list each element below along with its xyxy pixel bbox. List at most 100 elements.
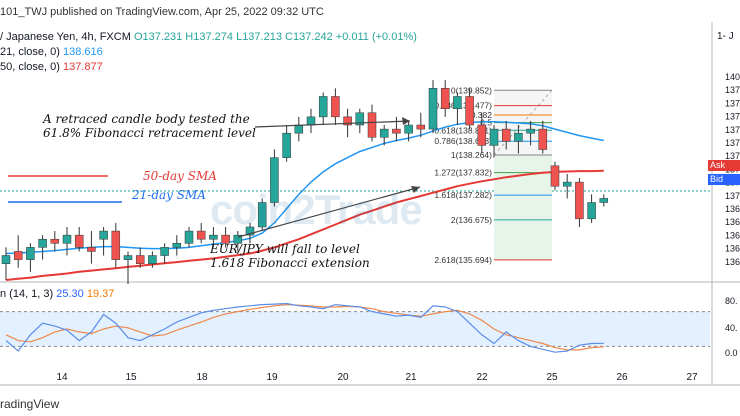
fib-level-label: 0.236(139.477) [434, 101, 492, 111]
sma50-legend: 50, close, 0) 137.877 [0, 61, 103, 73]
price-tick-label: 136 [725, 230, 740, 240]
fall-arrow-head [411, 186, 420, 193]
price-tick-label: 136 [725, 217, 740, 227]
candle-body [379, 128, 389, 138]
candle-body [343, 116, 352, 126]
fib-level-label: 1.618(137.282) [434, 190, 492, 200]
annotation-arrows [8, 117, 421, 238]
candle-body [135, 255, 145, 264]
fibonacci-tool: 0(139.852)0.236(139.477)0.3820.50.618(13… [434, 85, 553, 265]
candle-body [306, 116, 316, 126]
fall-arrow-line [237, 186, 421, 238]
time-tick-label: 26 [616, 372, 628, 383]
price-tick-label: 136 [725, 204, 740, 214]
candle-body [550, 165, 560, 187]
time-axis: 14 15 18 19 20 21 22 25 26 27 [56, 372, 698, 383]
symbol-name: / Japanese Yen, 4h, FXCM [0, 31, 131, 43]
fib-level-label: 0(139.852) [451, 85, 492, 95]
candle-body [50, 238, 60, 244]
fib-level-label: 1(138.264) [451, 150, 492, 160]
sma21-annotation: 21-day SMA [132, 188, 206, 202]
stoch-legend-label: n (14, 1, 3) [0, 288, 54, 300]
sma21-line [5, 121, 604, 255]
candle-body [13, 251, 23, 260]
time-tick-label: 25 [546, 372, 558, 383]
stoch-legend: n (14, 1, 3) 25.30 19.37 [0, 288, 114, 300]
axis-corner-label: 1- J [717, 31, 734, 42]
retrace-arrow-line [254, 120, 411, 128]
fib-level-label: 0.5 [480, 118, 492, 128]
candle-body [257, 202, 267, 228]
price-tick-label: 136 [725, 244, 740, 254]
candle-body [526, 128, 535, 134]
candle-body [74, 234, 84, 248]
time-tick-label: 15 [125, 372, 137, 383]
price-tick-label: 137 [725, 125, 740, 135]
fib-level-label: 2.618(135.694) [434, 255, 492, 265]
fall-line-2: 1.618 Fibonacci extension [210, 256, 370, 270]
time-tick-label: 22 [476, 372, 488, 383]
bid-tag: Bid [708, 174, 740, 185]
time-tick-label: 21 [405, 372, 417, 383]
candle-body [38, 238, 47, 248]
retrace-line-2: 61.8% Fibonacci retracement level [43, 126, 256, 140]
price-tick-label: 137 [725, 112, 740, 122]
candle-body [1, 255, 11, 264]
sma21-legend-label: 21, close, 0) [0, 46, 60, 58]
candle-body [160, 247, 169, 256]
price-tick-label: 137 [725, 151, 740, 161]
sma50-legend-label: 50, close, 0) [0, 61, 60, 73]
time-tick-label: 27 [686, 372, 698, 383]
candle-body [599, 198, 609, 203]
candle-body [538, 128, 548, 150]
fall-annotation: EUR/JPY will fall to level 1.618 Fibonac… [210, 242, 370, 270]
candle-body [428, 88, 438, 130]
retrace-annotation: A retraced candle body tested the 61.8% … [43, 112, 256, 140]
sma50-line [5, 169, 604, 281]
ohlc-values: O137.231 H137.274 L137.213 C137.242 +0.0… [133, 31, 417, 43]
fib-level-label: 1.272(137.832) [434, 168, 492, 178]
sma50-annotation: 50-day SMA [143, 169, 217, 183]
time-tick-label: 20 [337, 372, 349, 383]
symbol-title: / Japanese Yen, 4h, FXCM O137.231 H137.2… [0, 31, 417, 43]
candle-body [123, 255, 133, 260]
candle-body [172, 243, 182, 248]
fib-extension-zone [494, 155, 552, 260]
price-tick-label: 140 [725, 72, 740, 82]
candle-body [221, 234, 230, 244]
stoch-tick-label: 80. [725, 296, 738, 306]
candle-body [99, 230, 108, 240]
candle-body [404, 124, 413, 134]
candle-body [184, 230, 194, 244]
fall-line-1: EUR/JPY will fall to level [210, 242, 360, 256]
stochastic-panel [0, 302, 710, 353]
candle-body [233, 234, 243, 244]
candle-body [148, 255, 157, 264]
candle-body [392, 128, 401, 134]
fib-level-label: 0.786(138.603) [434, 136, 492, 146]
stoch-d-value: 19.37 [86, 288, 115, 300]
candle-body [318, 96, 328, 118]
fib-level-label: 2(136.675) [451, 215, 492, 225]
time-tick-label: 19 [266, 372, 278, 383]
candle-body [331, 96, 340, 118]
ask-tag: Ask [708, 160, 740, 171]
stoch-k-value: 25.30 [56, 288, 84, 300]
time-tick-label: 14 [56, 372, 68, 383]
sma50-legend-value: 137.877 [62, 61, 103, 73]
sma21-legend: 21, close, 0) 138.616 [0, 46, 103, 58]
candle-body [367, 112, 377, 138]
fib-level-label: 0.618(138.871) [434, 125, 492, 135]
price-tick-label: 137 [725, 191, 740, 201]
stoch-band [0, 311, 710, 347]
candle-body [209, 234, 218, 240]
watermark: coin2Trade [210, 186, 423, 233]
candle-body [453, 96, 462, 109]
candle-body [87, 247, 96, 252]
tradingview-brand: radingView [0, 397, 60, 411]
candle-body [62, 234, 72, 244]
grid [0, 22, 740, 386]
stoch-tick-label: 40. [725, 323, 738, 333]
retrace-arrow-head [402, 117, 410, 125]
